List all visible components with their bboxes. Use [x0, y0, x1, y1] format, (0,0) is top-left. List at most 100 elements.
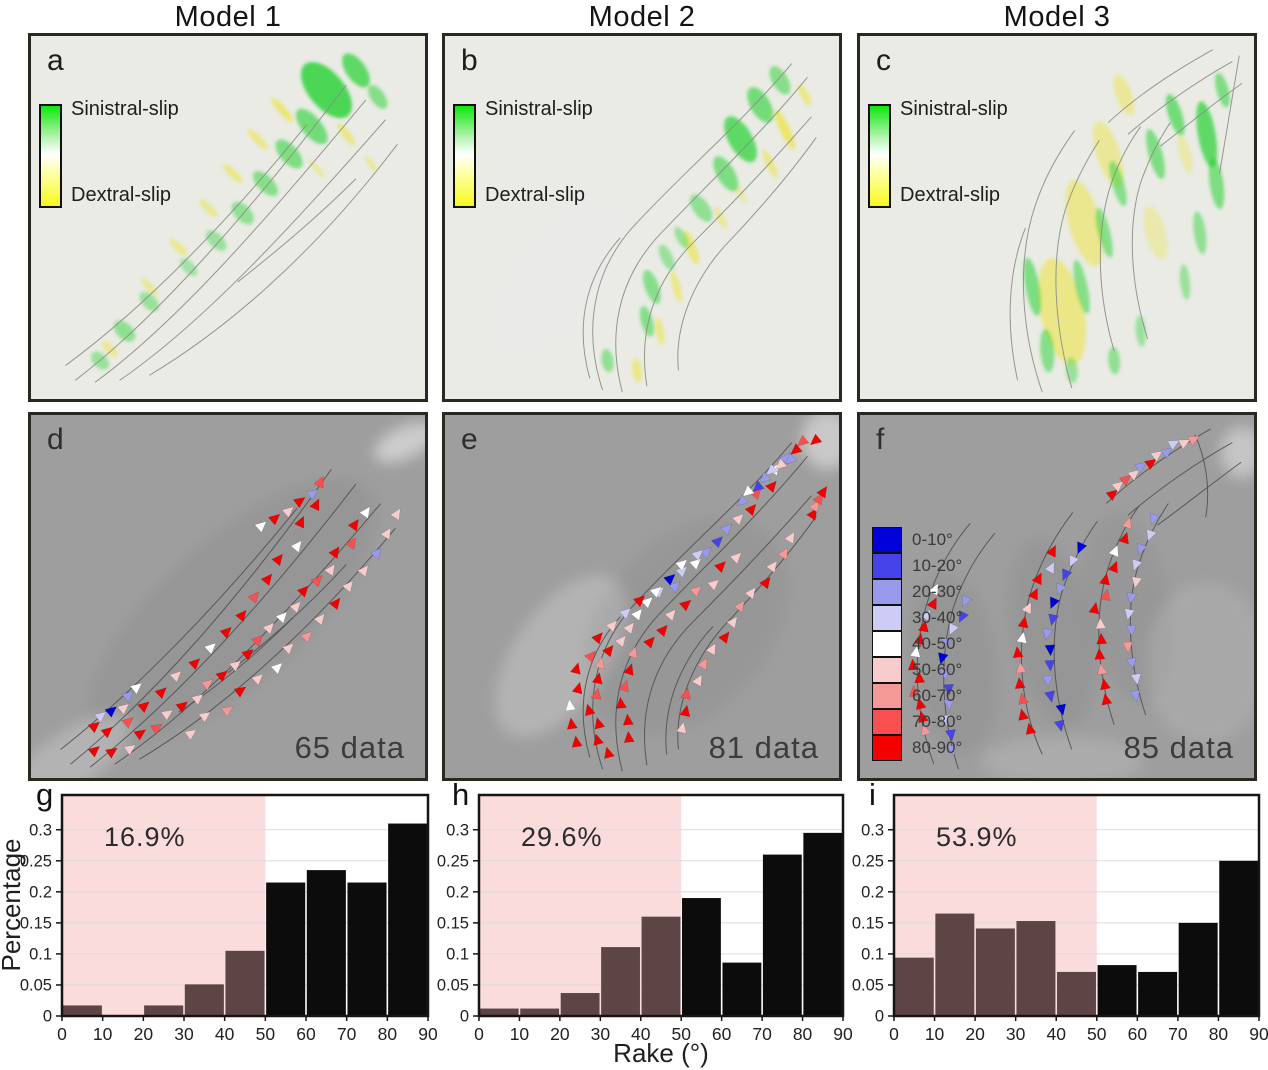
rake-legend-swatch: [872, 734, 902, 761]
rake-arrow: [916, 697, 927, 711]
rake-arrow: [324, 563, 336, 577]
rake-arrow: [241, 649, 254, 661]
rake-legend-item: 40-50°: [872, 630, 962, 657]
rake-arrow: [251, 673, 264, 686]
histogram-bar: [682, 898, 721, 1016]
panel-g-low-rake-percentage: 16.9%: [104, 822, 186, 852]
slip-colorbar-gradient: [868, 104, 891, 208]
x-tick-label: 40: [1046, 1024, 1066, 1044]
rake-histograms: 0 0.05 0.1 0.15 0.2 0.25 0.3 0 10 20 30 40 50 60 70 80 9…: [20, 793, 1268, 1044]
panel-d-letter: d: [47, 423, 64, 456]
rake-arrow: [1025, 722, 1037, 735]
rake-arrow: [765, 463, 779, 476]
rake-arrow: [254, 521, 267, 533]
rake-arrow: [909, 645, 921, 658]
rake-arrow: [941, 637, 952, 650]
slip-colorbar-c: Sinistral-slip Dextral-slip: [868, 98, 1088, 250]
rake-arrow: [370, 547, 382, 560]
fault-traces: [1009, 49, 1243, 393]
x-tick-label: 40: [631, 1024, 651, 1044]
rake-arrow: [790, 443, 803, 455]
dextral-slip-label: Dextral-slip: [485, 184, 586, 206]
rake-arrow: [235, 609, 247, 623]
rake-arrow: [752, 480, 765, 493]
x-tick-label: 80: [1209, 1024, 1229, 1044]
rake-arrow: [680, 687, 691, 700]
rake-legend-swatch: [872, 552, 902, 579]
rake-arrow: [1129, 689, 1141, 703]
rake-arrow: [94, 711, 107, 723]
rake-legend-swatch: [872, 604, 902, 631]
rake-arrow: [584, 703, 596, 717]
panel-e-data-count: 81 data: [708, 730, 819, 765]
slip-colorbar-gradient: [453, 104, 476, 208]
histogram-bar: [601, 947, 640, 1016]
rake-arrow: [251, 634, 263, 647]
rake-legend-item: 0-10°: [872, 526, 962, 553]
rake-arrow: [920, 609, 931, 622]
sinistral-slip-label: Sinistral-slip: [900, 98, 1008, 120]
rake-arrow: [939, 714, 951, 727]
y-tick-label: 0.3: [446, 821, 469, 839]
rake-arrow: [1015, 661, 1027, 674]
x-tick-label: 60: [712, 1024, 732, 1044]
fault-traces: [582, 63, 817, 393]
panel-f-image: [860, 415, 1254, 778]
rake-legend-item: 70-80°: [872, 708, 962, 735]
panel-i-letter: i: [869, 777, 876, 812]
panel-f-rake-photo: f 0-10° 10-20° 20-30° 30-40° 40-50° 50-60° 60-…: [857, 412, 1257, 781]
rake-arrow: [281, 506, 294, 519]
rake-arrow: [129, 682, 143, 695]
rake-arrow: [1177, 439, 1191, 450]
histogram-bar: [894, 957, 934, 1016]
rake-arrow: [926, 597, 937, 611]
fault-traces: [60, 468, 396, 768]
x-tick-label: 20: [965, 1024, 985, 1044]
rake-arrow: [233, 686, 247, 698]
rake-arrow: [705, 642, 716, 656]
panel-a-image: [31, 36, 425, 399]
rake-arrow: [816, 486, 828, 499]
rake-arrow: [591, 672, 603, 685]
rake-arrow: [1101, 693, 1113, 706]
rake-arrow: [710, 536, 723, 549]
rake-arrow: [1111, 481, 1124, 493]
y-axis-label: Percentage: [0, 838, 26, 972]
x-tick-label: 60: [296, 1024, 316, 1044]
y-tick-label: 0.1: [29, 945, 52, 963]
x-tick-label: 40: [215, 1024, 235, 1044]
rake-arrow: [1044, 644, 1056, 657]
x-axis-label: Rake (°): [613, 1038, 709, 1068]
rake-arrow: [765, 560, 778, 574]
panel-d-rake-photo: d 65 data: [28, 412, 428, 781]
rake-arrow: [594, 716, 606, 730]
rake-legend-range-label: 10-20°: [912, 556, 963, 575]
rake-arrow: [604, 746, 615, 759]
rake-arrow: [1048, 613, 1059, 626]
rake-arrow: [1121, 516, 1132, 530]
rake-arrow: [341, 580, 354, 593]
rake-arrow: [220, 706, 234, 718]
rake-arrow: [121, 691, 134, 703]
rake-arrow: [689, 585, 702, 598]
rake-arrow: [689, 558, 702, 571]
x-tick-label: 50: [1087, 1024, 1107, 1044]
dextral-slip-patches: [102, 97, 377, 357]
rake-arrow: [614, 635, 627, 648]
rake-arrow: [917, 620, 929, 633]
rake-arrow: [622, 713, 634, 726]
rake-arrow: [1056, 582, 1067, 596]
sinistral-slip-patches: [1023, 72, 1230, 384]
rake-arrow: [618, 679, 629, 693]
rake-arrow: [1097, 662, 1108, 676]
rake-arrow: [1108, 544, 1119, 558]
rake-arrow: [310, 575, 323, 588]
x-tick-label: 0: [474, 1024, 484, 1044]
y-tick-label: 0.3: [29, 821, 52, 839]
rake-arrow: [228, 660, 242, 672]
histogram-bar: [144, 1005, 184, 1016]
rake-arrow: [328, 546, 340, 559]
rake-arrow: [306, 489, 319, 501]
rake-arrow: [907, 658, 919, 671]
rake-arrow: [1099, 573, 1110, 586]
